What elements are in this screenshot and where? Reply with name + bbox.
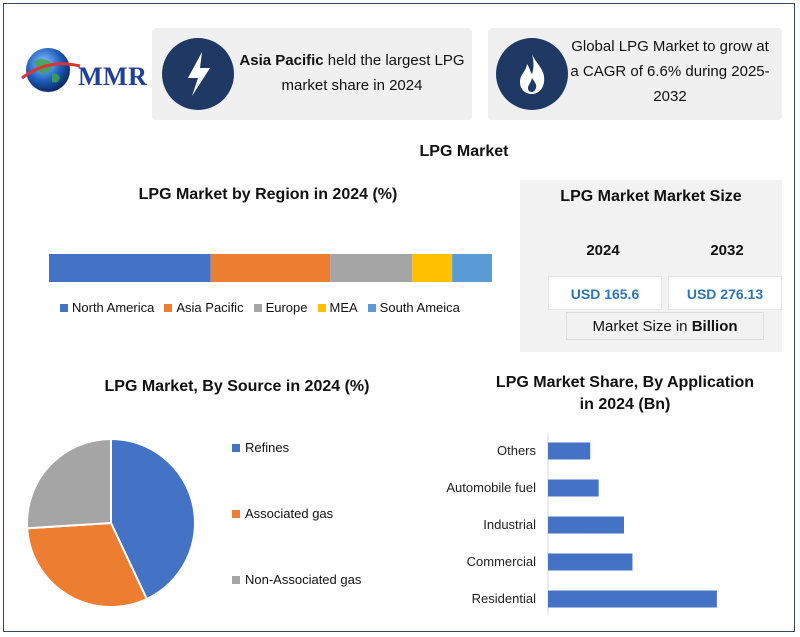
region-stacked-bar-chart	[49, 254, 492, 282]
highlight-region-name: Asia Pacific	[239, 52, 324, 69]
highlight-text-cagr: Global LPG Market to grow at a CAGR of 6…	[564, 34, 776, 109]
highlight-line1: held the largest LPG	[323, 52, 465, 69]
legend-label: Refines	[245, 440, 290, 455]
application-bar-commercial	[548, 553, 633, 571]
legend-swatch	[232, 443, 240, 452]
application-bar-chart: Others Automobile fuel Industrial Commercia…	[446, 433, 717, 615]
lightning-bolt-icon	[162, 38, 234, 110]
legend-swatch	[232, 509, 240, 518]
application-category-label: Others	[497, 443, 537, 458]
legend-label: North America	[72, 300, 155, 315]
legend-label: South Ameica	[379, 300, 460, 315]
source-chart-title: LPG Market, By Source in 2024 (%)	[104, 378, 370, 395]
mmr-logo: MMR	[18, 40, 148, 100]
legend-label: Associated gas	[245, 506, 334, 521]
source-legend-item: Associated gas	[232, 506, 333, 521]
application-bar-automobile-fuel	[548, 479, 599, 497]
legend-label: Non-Associated gas	[245, 572, 362, 587]
region-legend-item: South Ameica	[367, 300, 460, 315]
cagr-line1: Global LPG Market to grow at	[571, 38, 769, 55]
legend-label: Europe	[265, 300, 308, 315]
legend-swatch	[60, 303, 68, 312]
region-segment-asia-pacific	[210, 254, 331, 282]
pie-slice-non-associated-gas	[26, 437, 112, 530]
pie-slice-associated-gas	[26, 521, 149, 608]
legend-label: Asia Pacific	[176, 300, 244, 315]
highlight-card-cagr: Global LPG Market to grow at a CAGR of 6…	[488, 28, 782, 120]
brand-name: MMR	[78, 62, 148, 91]
legend-swatch	[164, 303, 173, 312]
application-chart-title: LPG Market Share, By Application in 2024…	[470, 372, 780, 416]
region-chart-title: LPG Market by Region in 2024 (%)	[138, 186, 398, 203]
pie-slice-refines	[110, 437, 196, 601]
region-segment-mea	[412, 254, 453, 282]
application-bar-residential	[548, 590, 717, 608]
cagr-line2: a CAGR of 6.6% during 2025-	[570, 63, 770, 80]
region-legend-item: MEA	[317, 300, 358, 315]
highlight-text-region: Asia Pacific held the largest LPG market…	[238, 48, 466, 98]
outer-frame	[3, 3, 795, 632]
market-size-value-2032: USD 276.13	[668, 276, 782, 310]
highlight-card-region: Asia Pacific held the largest LPG market…	[152, 28, 472, 120]
market-size-title: LPG Market Market Size	[560, 188, 742, 205]
market-size-panel: LPG Market Market Size 2024 2032 USD 165…	[520, 180, 782, 352]
region-legend-item: North America	[60, 300, 154, 315]
application-category-label: Automobile fuel	[446, 480, 536, 495]
highlight-line2: market share in 2024	[281, 77, 423, 94]
application-title-line1: LPG Market Share, By Application	[495, 374, 755, 391]
region-legend: North America Asia Pacific Europe MEA South …	[60, 300, 460, 315]
market-size-year-2032: 2032	[710, 242, 744, 259]
market-size-unit: Market Size in Billion	[566, 312, 764, 340]
source-legend-item: Non-Associated gas	[232, 572, 361, 587]
region-legend-item: Asia Pacific	[164, 300, 244, 315]
unit-bold: Billion	[691, 318, 738, 335]
legend-label: MEA	[329, 300, 358, 315]
market-size-value-2024: USD 165.6	[548, 276, 662, 310]
unit-prefix: Market Size in	[592, 318, 692, 335]
application-category-label: Commercial	[467, 554, 536, 569]
application-category-label: Residential	[472, 591, 536, 606]
region-segment-south-ameica	[452, 254, 492, 282]
application-bar-industrial	[548, 516, 624, 534]
legend-swatch	[317, 303, 326, 312]
globe-icon	[21, 48, 81, 92]
region-segment-europe	[330, 254, 413, 282]
legend-swatch	[367, 303, 376, 312]
region-legend-item: Europe	[253, 300, 308, 315]
legend-swatch	[253, 303, 262, 312]
application-bar-others	[548, 442, 591, 460]
page-title: LPG Market	[419, 143, 509, 160]
source-legend-item: Refines	[232, 440, 289, 455]
legend-swatch	[232, 575, 240, 584]
cagr-line3: 2032	[653, 88, 687, 105]
market-size-year-2024: 2024	[586, 242, 620, 259]
flame-icon	[496, 38, 568, 110]
application-category-label: Industrial	[483, 517, 536, 532]
region-segment-north-america	[49, 254, 211, 282]
application-title-line2: in 2024 (Bn)	[579, 396, 671, 413]
source-pie-chart	[26, 437, 196, 608]
